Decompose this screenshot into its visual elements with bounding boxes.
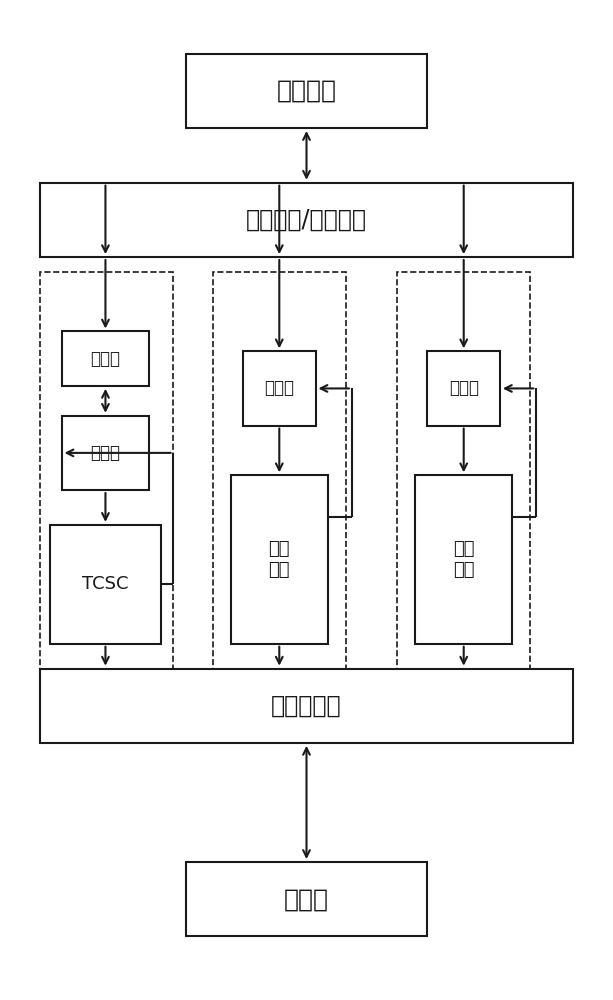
Text: 控制器: 控制器 (91, 350, 120, 368)
Text: 转接板: 转接板 (449, 379, 479, 397)
Bar (213, 272, 346, 678)
Bar (50, 525, 161, 644)
Text: TCSC: TCSC (82, 575, 129, 593)
Bar (397, 272, 530, 678)
Text: 感性
负载: 感性 负载 (453, 540, 474, 579)
Bar (40, 669, 573, 743)
Bar (231, 475, 328, 644)
Text: 控制平台: 控制平台 (276, 79, 337, 103)
Text: 转接板: 转接板 (264, 379, 294, 397)
Bar (40, 183, 573, 257)
Bar (186, 862, 427, 936)
Bar (243, 351, 316, 426)
Bar (416, 475, 512, 644)
Text: 数据采集/指令下发: 数据采集/指令下发 (246, 208, 367, 232)
Bar (62, 416, 150, 490)
Bar (40, 272, 173, 678)
Bar (427, 351, 500, 426)
Text: 仿真机: 仿真机 (284, 887, 329, 911)
Text: 容性
负载: 容性 负载 (268, 540, 290, 579)
Bar (62, 331, 150, 386)
Text: 光电转换板: 光电转换板 (271, 694, 342, 718)
Text: 转接板: 转接板 (91, 444, 120, 462)
Bar (186, 54, 427, 128)
